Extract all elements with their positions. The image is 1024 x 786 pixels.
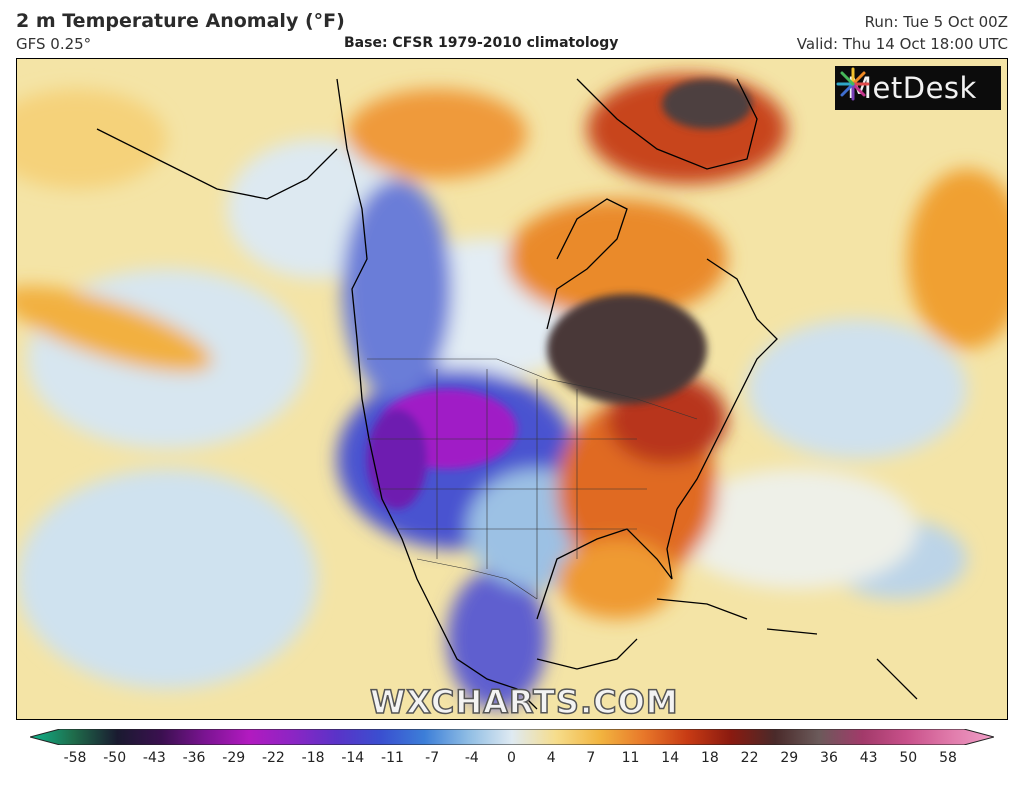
north-atlantic-warm [907, 169, 1007, 349]
rockies-cold-region [342, 179, 452, 399]
colorbar-tick-label: -18 [301, 750, 325, 766]
colorbar-tick-label: -4 [464, 750, 479, 766]
colorbar-tick-label: 7 [586, 750, 596, 766]
colorbar-tick-label: 11 [621, 750, 640, 766]
pacific-warm-band-2 [17, 89, 167, 189]
political-borders [367, 358, 698, 600]
colorbar-tick-label: -58 [63, 750, 87, 766]
colorbar-body [30, 729, 994, 745]
colorbar-tick-label: 0 [507, 750, 516, 766]
colorbar-tick-label: -11 [381, 750, 404, 766]
coastlines [96, 78, 918, 710]
quebec-extreme-warm [547, 294, 707, 404]
pacific-warm-band [17, 285, 212, 373]
metdesk-logo-text: MetDesk [847, 71, 977, 105]
greenland-extreme-warm [662, 79, 752, 129]
colorbar-tick-label: -50 [103, 750, 127, 766]
colorbar-tick-label: -22 [261, 750, 285, 766]
colorbar-tick-label: 43 [859, 750, 878, 766]
atlantic-neutral-region [677, 469, 917, 589]
mexico-cold-region [447, 569, 547, 709]
metdesk-burst-icon [836, 67, 870, 101]
colorbar-tick-label: 36 [820, 750, 838, 766]
colorbar-tick-label: -7 [425, 750, 440, 766]
gulf-coast [536, 508, 678, 620]
colorbar-tick-label: 4 [546, 750, 556, 766]
us-canada-border [367, 358, 698, 420]
colorbar-tick-label: 14 [661, 750, 680, 766]
wxcharts-watermark: WXCHARTS.COM [369, 682, 679, 720]
run-time-label: Run: Tue 5 Oct 00Z [864, 13, 1008, 31]
colorbar-tick-label: 58 [939, 750, 957, 766]
caribbean-islands [656, 598, 918, 700]
colorbar-tick-label: 29 [780, 750, 799, 766]
colorbar-tick-label: -14 [341, 750, 365, 766]
alaska-coast [96, 128, 338, 200]
colorbar [30, 729, 994, 745]
pacific-cool-region-2 [17, 469, 317, 689]
colorbar-tick-label: -29 [222, 750, 246, 766]
west-strong-cold-core-2 [367, 409, 427, 509]
anomaly-map: MetDesk WXCHARTS.COM [16, 58, 1008, 720]
greenland-coast [576, 78, 758, 170]
chart-title: 2 m Temperature Anomaly (°F) [16, 10, 345, 32]
yucatan-coast [536, 638, 638, 670]
map-canvas [17, 59, 1007, 719]
colorbar-tick-label: -36 [182, 750, 206, 766]
state-lines-1 [436, 369, 578, 599]
colorbar-tick-label: 22 [740, 750, 759, 766]
east-coast [676, 258, 778, 510]
base-climatology-label: Base: CFSR 1979-2010 climatology [344, 35, 619, 51]
arctic-warm [347, 89, 527, 179]
colorbar-tick-label: 50 [899, 750, 918, 766]
valid-time-label: Valid: Thu 14 Oct 18:00 UTC [796, 35, 1008, 53]
metdesk-logo: MetDesk [835, 66, 1001, 110]
hudson-bay [546, 198, 628, 330]
colorbar-tick-labels: -58 -50 -43 -36 -29 -22 -18 -14 -11 -7 -4 0 4 7 11 14 18… [0, 750, 1024, 770]
colorbar-tick-label: -43 [142, 750, 166, 766]
west-coast [336, 78, 538, 710]
us-mexico-border [416, 558, 538, 600]
labrador-warm [507, 199, 727, 319]
model-label: GFS 0.25° [16, 35, 92, 53]
colorbar-tick-label: 18 [700, 750, 719, 766]
atlantic-cool-region-1 [747, 319, 967, 459]
state-lines-2 [367, 438, 647, 530]
southeast-warm-region [557, 539, 677, 619]
